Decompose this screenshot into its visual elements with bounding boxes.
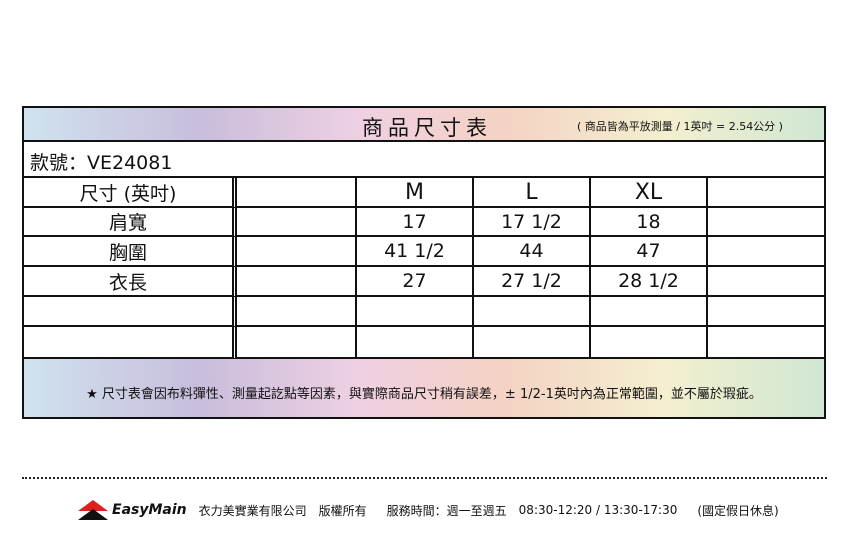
brand-logo: EasyMain [78, 500, 187, 520]
table-cell: 44 [474, 237, 591, 267]
table-cell [357, 327, 474, 359]
model-row: 款號：VE24081 [24, 142, 824, 178]
table-title: 商品尺寸表 [362, 116, 492, 140]
table-cell [237, 267, 357, 297]
column-header: M [357, 178, 474, 208]
model-number: 款號：VE24081 [30, 152, 173, 174]
table-cell: 17 [357, 208, 474, 237]
table-cell: 27 1/2 [474, 267, 591, 297]
table-cell [24, 297, 237, 327]
company-name: 衣力美實業有限公司 [198, 503, 307, 518]
column-header: L [474, 178, 591, 208]
divider [22, 477, 827, 479]
table-cell: 衣長 [24, 267, 237, 297]
unit-note: ( 商品皆為平放測量 / 1英吋 = 2.54公分 ) [577, 120, 783, 133]
table-cell [708, 327, 824, 359]
footer: EasyMain 衣力美實業有限公司 版權所有 服務時間：週一至週五 08:30… [78, 500, 779, 520]
hours-label: 服務時間：週一至週五 [386, 503, 507, 518]
holiday-note: (國定假日休息) [697, 503, 779, 518]
mountain-logo-icon [78, 500, 108, 520]
table-cell [237, 297, 357, 327]
table-cell [708, 208, 824, 237]
table-cell: 17 1/2 [474, 208, 591, 237]
table-cell: 47 [591, 237, 708, 267]
table-cell: 肩寬 [24, 208, 237, 237]
table-cell [591, 297, 708, 327]
brand-name: EasyMain [112, 502, 187, 518]
table-cell: 18 [591, 208, 708, 237]
table-cell [591, 327, 708, 359]
table-cell: 41 1/2 [357, 237, 474, 267]
column-header: XL [591, 178, 708, 208]
table-cell: 27 [357, 267, 474, 297]
rights: 版權所有 [318, 503, 367, 518]
table-cell [708, 237, 824, 267]
table-cell [474, 297, 591, 327]
table-cell [708, 297, 824, 327]
table-cell [237, 327, 357, 359]
table-cell: 胸圍 [24, 237, 237, 267]
table-cell: 28 1/2 [591, 267, 708, 297]
column-header [708, 178, 824, 208]
table-cell [357, 297, 474, 327]
table-cell [474, 327, 591, 359]
table-cell [24, 327, 237, 359]
disclaimer-note: ★ 尺寸表會因布料彈性、測量起訖點等因素，與實際商品尺寸稍有誤差，± 1/2-1… [86, 387, 762, 402]
column-header: 尺寸 (英吋) [24, 178, 237, 208]
table-cell [237, 237, 357, 267]
table-cell [708, 267, 824, 297]
size-chart-table: 商品尺寸表 ( 商品皆為平放測量 / 1英吋 = 2.54公分 ) 款號：VE2… [22, 106, 826, 419]
column-header [237, 178, 357, 208]
note-band: ★ 尺寸表會因布料彈性、測量起訖點等因素，與實際商品尺寸稍有誤差，± 1/2-1… [24, 359, 824, 417]
table-header-band: 商品尺寸表 ( 商品皆為平放測量 / 1英吋 = 2.54公分 ) [24, 108, 824, 142]
service-hours: 08:30-12:20 / 13:30-17:30 [518, 503, 678, 517]
table-cell [237, 208, 357, 237]
